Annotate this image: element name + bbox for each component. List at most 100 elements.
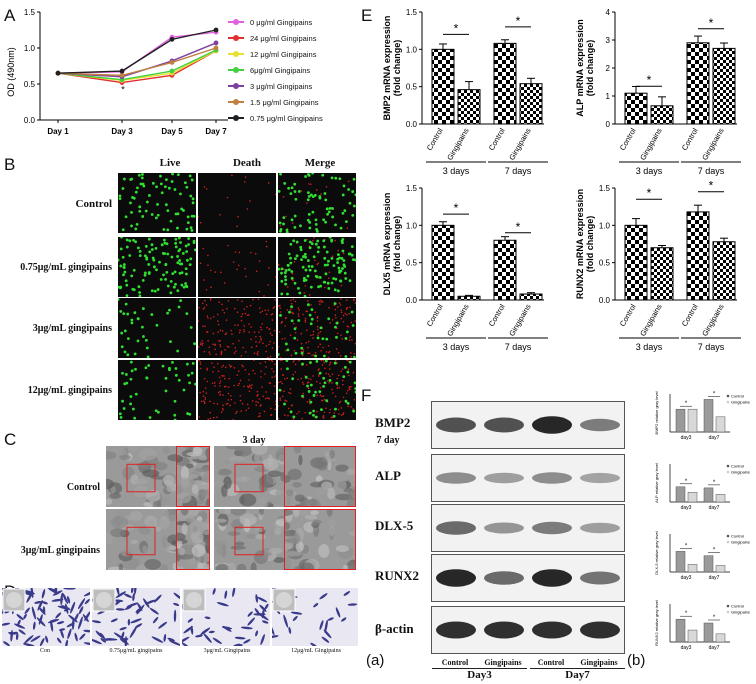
dead-cell (240, 355, 243, 357)
live-cell (144, 209, 148, 213)
live-cell (290, 319, 294, 323)
live-cell (304, 255, 307, 259)
live-cell (150, 213, 154, 216)
live-cell (287, 252, 291, 256)
live-cell (352, 177, 356, 181)
live-cell (119, 247, 123, 251)
stained-cell (152, 616, 159, 624)
dead-cell (265, 391, 267, 393)
live-cell (162, 273, 165, 277)
live-cell (184, 244, 188, 248)
organelle (287, 468, 302, 481)
mini-asterisk: * (713, 548, 716, 554)
y-tick-label: 0 (606, 120, 611, 129)
dead-cell (265, 344, 268, 347)
stained-cell (84, 611, 90, 621)
live-cell (184, 282, 187, 285)
live-cell (156, 203, 159, 206)
live-cell (123, 382, 127, 386)
y-tick-label: 0.0 (599, 296, 611, 305)
live-cell (145, 346, 149, 350)
dead-cell (219, 345, 222, 348)
dead-cell (201, 342, 204, 345)
live-cell (140, 176, 144, 180)
mini-bar (703, 555, 714, 573)
dead-cell (207, 317, 209, 319)
live-cell (139, 182, 143, 186)
live-cell (156, 213, 160, 217)
dead-cell (264, 373, 266, 375)
dead-cell (344, 312, 347, 315)
live-cell (123, 270, 127, 274)
live-cell (119, 416, 123, 419)
live-cell (138, 205, 142, 209)
dead-cell (258, 341, 261, 344)
stained-cell (182, 636, 190, 644)
protein-label-dlx5: DLX-5 (375, 518, 414, 533)
stained-cell (134, 588, 137, 595)
dead-cell (346, 227, 349, 229)
dead-cell (258, 331, 260, 333)
dead-cell (289, 334, 292, 336)
live-cell (124, 279, 128, 283)
dead-cell (273, 392, 276, 395)
dead-cell (328, 411, 331, 414)
dead-cell (310, 334, 312, 337)
live-cell (303, 252, 307, 256)
dead-cell (292, 373, 295, 376)
dead-cell (222, 407, 224, 410)
live-cell (342, 184, 346, 188)
organelle (299, 562, 315, 570)
band (436, 521, 476, 535)
legend-label: 0.75 μg/ml Gingipains (250, 113, 323, 123)
dead-cell (209, 417, 212, 420)
dead-cell (331, 416, 334, 419)
dead-cell (267, 182, 270, 184)
dead-cell (219, 380, 222, 382)
dead-cell (255, 404, 258, 406)
stained-cell (3, 641, 10, 646)
organelle (346, 560, 355, 570)
legend-label: 0 μg/ml Gingipains (250, 17, 313, 27)
live-cell (323, 192, 327, 195)
dead-cell (315, 189, 318, 191)
series-line (57, 29, 217, 74)
dead-cell (260, 337, 262, 340)
live-cell (312, 413, 315, 417)
organelle (106, 478, 115, 490)
live-cell (190, 214, 194, 218)
live-cell (188, 174, 192, 178)
live-cell (191, 197, 195, 201)
live-cell (165, 242, 169, 246)
dead-cell (214, 348, 216, 351)
dead-cell (345, 299, 348, 301)
dead-cell (338, 302, 341, 304)
mini-bar (675, 486, 686, 503)
dead-cell (245, 351, 247, 353)
dead-cell (202, 325, 204, 327)
cell-dots (118, 173, 196, 232)
live-cell (120, 331, 124, 335)
legend-swatch (228, 115, 244, 121)
bar-category-label: Gingipains (445, 302, 471, 337)
dead-cell (237, 215, 239, 218)
dead-cell (233, 367, 236, 369)
dead-cell (227, 300, 230, 302)
dead-cell (216, 403, 219, 405)
stained-cell (71, 618, 75, 630)
stained-cell (310, 642, 318, 646)
stained-cell (34, 601, 42, 604)
dead-cell (258, 398, 260, 400)
stained-image (92, 588, 180, 646)
dead-cell (306, 382, 309, 384)
live-cell (132, 196, 136, 200)
live-cell (168, 308, 171, 312)
dead-cell (339, 354, 342, 357)
dead-cell (307, 340, 310, 343)
dead-cell (218, 382, 221, 384)
live-cell (350, 310, 354, 314)
live-cell (293, 281, 297, 285)
live-cell (180, 262, 184, 266)
stained-cell (16, 614, 24, 621)
